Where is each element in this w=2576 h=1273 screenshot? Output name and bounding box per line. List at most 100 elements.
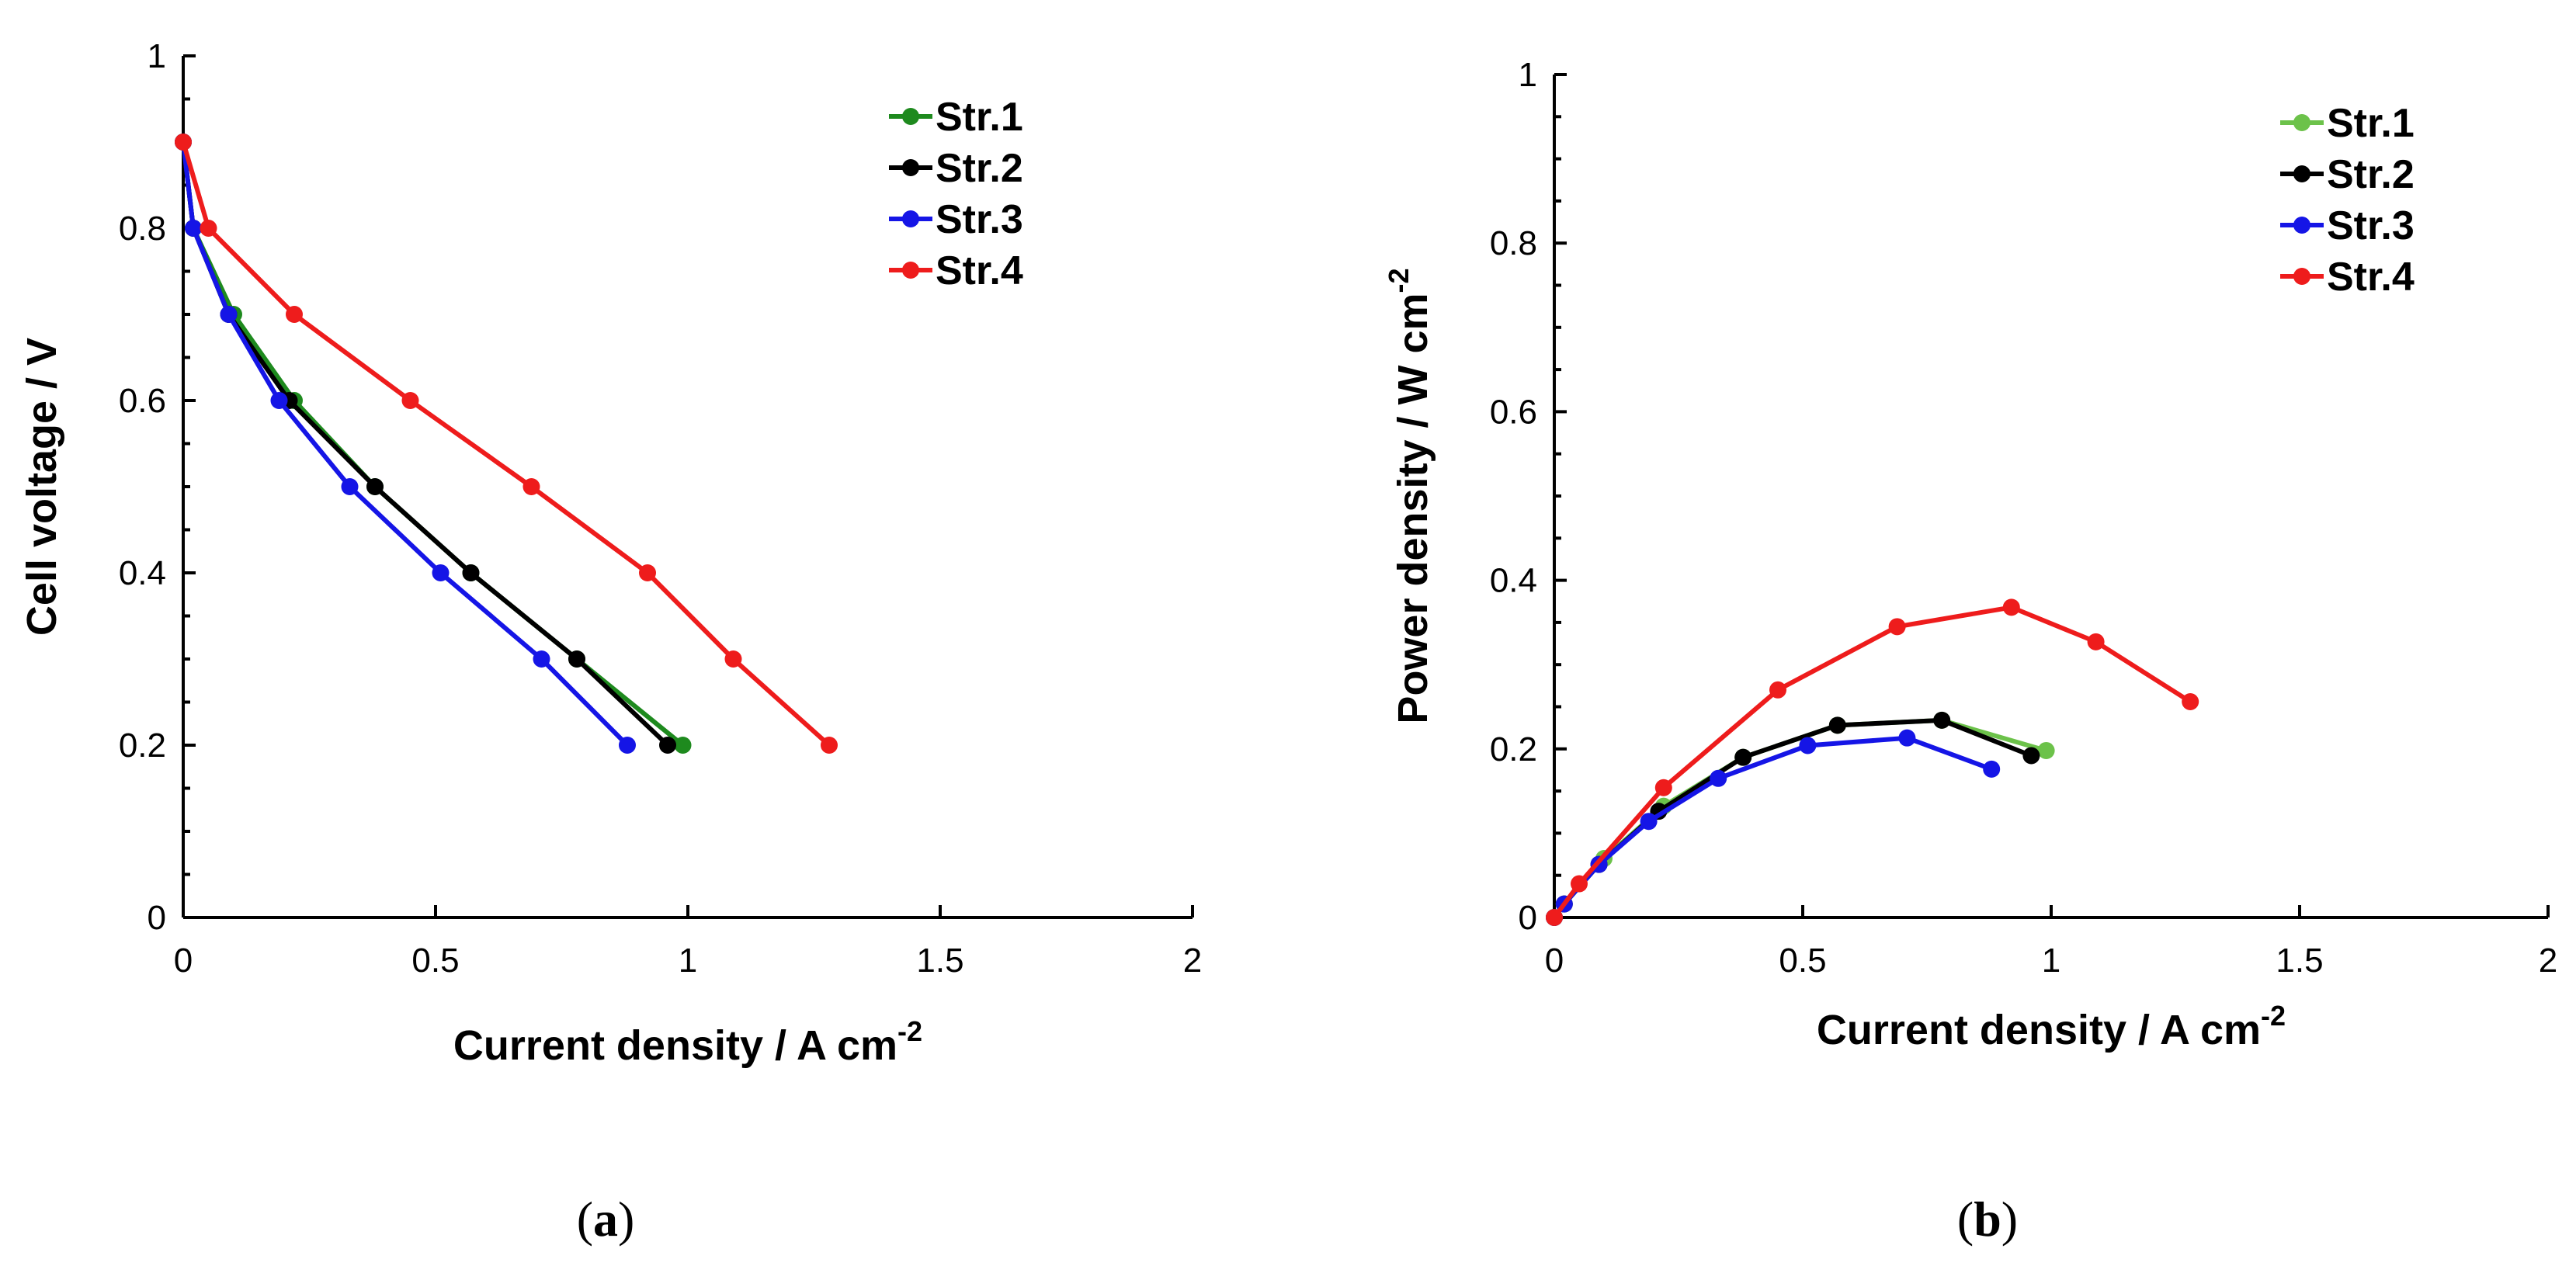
data-point bbox=[1799, 737, 1817, 754]
data-point bbox=[2087, 633, 2105, 650]
data-point bbox=[200, 220, 217, 237]
legend-label: Str.2 bbox=[2327, 152, 2415, 197]
data-point bbox=[659, 737, 676, 754]
x-tick-label: 1.5 bbox=[2276, 942, 2323, 980]
data-point bbox=[1546, 909, 1563, 926]
y-tick-label: 0.6 bbox=[119, 382, 166, 420]
x-tick-label: 0.5 bbox=[411, 942, 459, 980]
legend-entry: Str.3 bbox=[889, 197, 1023, 242]
panel-label: (a) bbox=[577, 1191, 635, 1247]
data-point bbox=[270, 392, 288, 409]
data-point bbox=[724, 650, 742, 668]
data-point bbox=[1888, 618, 1906, 636]
data-point bbox=[432, 564, 450, 581]
series-line bbox=[181, 141, 670, 747]
data-point bbox=[1571, 875, 1588, 893]
data-point bbox=[220, 306, 238, 323]
data-point bbox=[619, 737, 636, 754]
data-point bbox=[522, 478, 540, 495]
legend-entry: Str.2 bbox=[889, 146, 1023, 191]
data-point bbox=[1983, 760, 2001, 778]
data-point bbox=[1734, 748, 1752, 766]
y-tick-label: 0.2 bbox=[119, 727, 166, 765]
data-point bbox=[533, 650, 550, 668]
legend-marker bbox=[2293, 217, 2310, 234]
x-tick-label: 1 bbox=[679, 942, 697, 980]
data-point bbox=[462, 564, 480, 581]
data-point bbox=[1898, 729, 1916, 747]
y-tick-label: 0.8 bbox=[119, 210, 166, 248]
data-point bbox=[1828, 716, 1846, 734]
legend-marker bbox=[2293, 165, 2310, 182]
legend-entry: Str.2 bbox=[2280, 152, 2415, 197]
x-tick-label: 2 bbox=[2539, 942, 2557, 980]
series-str4 bbox=[1546, 598, 2199, 926]
x-tick-label: 2 bbox=[1183, 942, 1202, 980]
legend-entry: Str.4 bbox=[2280, 255, 2415, 300]
legend-label: Str.3 bbox=[2327, 203, 2415, 248]
x-tick-label: 1 bbox=[2042, 942, 2060, 980]
data-point bbox=[1654, 779, 1672, 796]
y-tick-label: 0 bbox=[1519, 899, 1537, 937]
series-line bbox=[181, 141, 630, 747]
legend-marker bbox=[902, 262, 919, 279]
data-point bbox=[1769, 681, 1786, 699]
y-tick-label: 0.4 bbox=[119, 554, 166, 592]
legend-entry: Str.4 bbox=[889, 248, 1023, 293]
data-point bbox=[674, 737, 692, 754]
data-point bbox=[2182, 692, 2199, 710]
series-line bbox=[1552, 735, 1993, 919]
legend-label: Str.1 bbox=[2327, 101, 2415, 146]
legend-label: Str.3 bbox=[936, 197, 1023, 242]
series-str2 bbox=[175, 134, 676, 754]
chart-panel-a: 0 0.2 0.4 0.6 0.8 1 0 0.5 1 1.5 2 Current density /… bbox=[19, 37, 1202, 1247]
legend-entry: Str.1 bbox=[2280, 101, 2415, 146]
legend-entry: Str.1 bbox=[889, 95, 1023, 140]
x-axis-title: Current density / A cm-2 bbox=[1817, 1000, 2286, 1053]
data-point bbox=[639, 564, 656, 581]
legend-marker bbox=[2293, 268, 2310, 285]
data-point bbox=[185, 220, 202, 237]
data-point bbox=[1640, 813, 1658, 831]
legend-label: Str.4 bbox=[2327, 255, 2415, 300]
data-point bbox=[2022, 747, 2040, 765]
y-axis-title-superscript: -2 bbox=[1383, 268, 1415, 293]
x-tick-label: 0.5 bbox=[1779, 942, 1826, 980]
data-point bbox=[401, 392, 419, 409]
data-point bbox=[1710, 769, 1727, 787]
series-str1 bbox=[175, 134, 692, 754]
legend-entry: Str.3 bbox=[2280, 203, 2415, 248]
y-tick-label: 0.4 bbox=[1490, 562, 1537, 600]
data-point bbox=[366, 478, 384, 495]
legend-label: Str.1 bbox=[936, 95, 1023, 140]
data-point bbox=[2037, 741, 2055, 759]
legend-marker bbox=[902, 159, 919, 176]
data-point bbox=[341, 478, 359, 495]
legend-label: Str.2 bbox=[936, 146, 1023, 191]
legend-marker bbox=[902, 210, 919, 227]
y-tick-label: 1 bbox=[1519, 56, 1537, 94]
chart-panel-b: 0 0.2 0.4 0.6 0.8 1 0 0.5 1 1.5 2 Current density /… bbox=[1383, 56, 2557, 1247]
series-str3 bbox=[175, 134, 636, 754]
y-axis-title: Power density / W cm-2 bbox=[1383, 268, 1436, 723]
y-tick-label: 0.2 bbox=[1490, 730, 1537, 768]
data-point bbox=[286, 306, 303, 323]
x-axis-title-superscript: -2 bbox=[2261, 1000, 2286, 1032]
data-point bbox=[568, 650, 585, 668]
y-tick-label: 0.8 bbox=[1490, 224, 1537, 262]
x-tick-label: 1.5 bbox=[916, 942, 963, 980]
x-axis-title-superscript: -2 bbox=[897, 1015, 922, 1047]
data-point bbox=[2002, 598, 2020, 616]
x-tick-label: 0 bbox=[174, 942, 193, 980]
series-line bbox=[1552, 605, 2192, 919]
y-tick-label: 0 bbox=[148, 899, 166, 937]
x-axis-title: Current density / A cm-2 bbox=[453, 1015, 922, 1069]
series-str3 bbox=[1546, 729, 2001, 926]
series-str4 bbox=[175, 134, 838, 754]
legend-marker bbox=[902, 108, 919, 125]
legend-marker bbox=[2293, 114, 2310, 131]
y-tick-label: 0.6 bbox=[1490, 393, 1537, 431]
series-line bbox=[181, 141, 685, 747]
data-point bbox=[821, 737, 838, 754]
